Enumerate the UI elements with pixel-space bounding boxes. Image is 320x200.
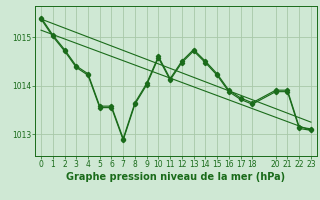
- X-axis label: Graphe pression niveau de la mer (hPa): Graphe pression niveau de la mer (hPa): [67, 172, 285, 182]
